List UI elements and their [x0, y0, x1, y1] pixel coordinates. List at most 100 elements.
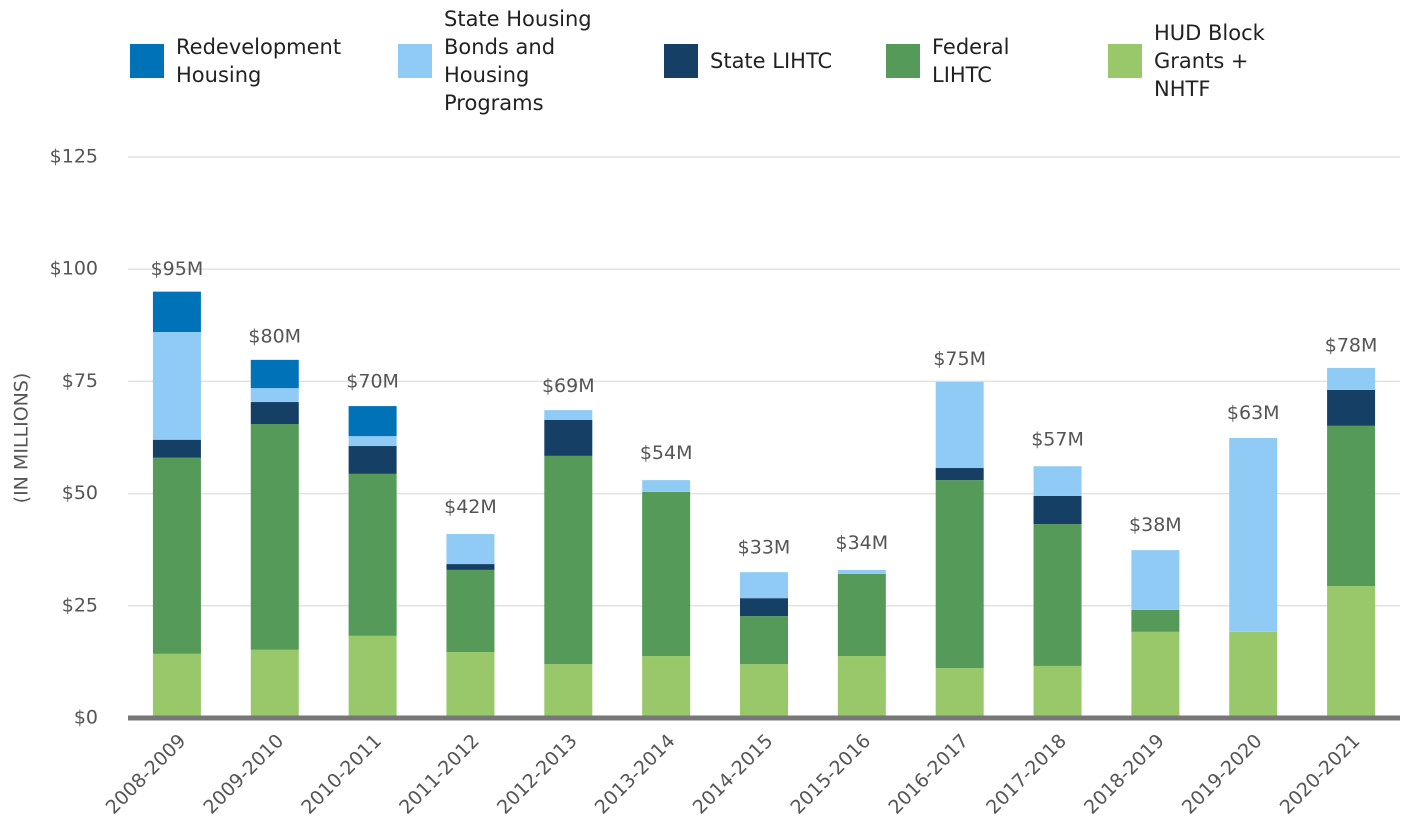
bar-segment [935, 381, 984, 469]
total-label: $54M [640, 442, 693, 464]
legend-item: Redevelopment Housing [130, 33, 376, 89]
total-label: $57M [1031, 429, 1084, 451]
x-tick-label: 2010-2011 [297, 730, 386, 819]
x-tick-label: 2013-2014 [591, 730, 680, 819]
x-tick-label: 2014-2015 [689, 730, 778, 819]
x-tick-label: 2011-2012 [395, 730, 484, 819]
total-label: $75M [933, 348, 986, 370]
bar-segment [446, 652, 495, 718]
y-tick-label: $125 [50, 146, 98, 168]
x-tick-label: 2009-2010 [199, 730, 288, 819]
legend-label: State LIHTC [710, 49, 833, 73]
y-tick-label: $75 [62, 370, 98, 392]
bar-segment [837, 656, 886, 718]
bar-segment [348, 436, 397, 447]
bar-segment [935, 468, 984, 481]
bar-segment [446, 564, 495, 570]
x-tick-label: 2016-2017 [884, 730, 973, 819]
bar-segment [935, 668, 984, 718]
x-tick-label: 2020-2021 [1276, 730, 1365, 819]
total-label: $80M [248, 325, 301, 347]
x-tick-label: 2015-2016 [786, 730, 875, 819]
bar-segment [250, 359, 299, 389]
bar-segment [250, 388, 299, 403]
legend-item: Federal LIHTC [886, 33, 1062, 89]
bar-segment [1229, 437, 1278, 632]
total-label: $42M [444, 496, 497, 518]
bar-segment [152, 653, 201, 718]
x-tick-label: 2019-2020 [1178, 730, 1267, 819]
bar-segment [1033, 665, 1082, 718]
legend-label: Federal LIHTC [932, 35, 1010, 87]
legend-item: State Housing Bonds and Housing Programs [398, 5, 624, 117]
bar-segment [837, 569, 886, 574]
y-tick-label: $0 [74, 707, 98, 729]
total-label: $70M [346, 370, 399, 392]
bar-segment [348, 635, 397, 718]
bar-segment [1033, 466, 1082, 496]
total-label: $38M [1129, 514, 1182, 536]
bar-segment [348, 473, 397, 636]
x-tick-label: 2012-2013 [493, 730, 582, 819]
bar-segment [1033, 495, 1082, 525]
y-tick-label: $50 [62, 482, 98, 504]
bar-segment [250, 649, 299, 718]
legend-swatch [886, 44, 920, 78]
bar-segment [544, 455, 593, 665]
total-label: $33M [738, 536, 791, 558]
bar-segment [544, 664, 593, 718]
bar-segment [1327, 425, 1376, 587]
y-tick-label: $25 [62, 594, 98, 616]
bar-segment [837, 573, 886, 657]
bar-segment [152, 439, 201, 458]
bar-segment [740, 598, 788, 617]
x-tick-label: 2008-2009 [102, 730, 191, 819]
bar-segment [740, 572, 788, 599]
total-label: $78M [1325, 334, 1378, 356]
legend-label: Redevelopment Housing [176, 35, 342, 87]
bar-segment [935, 480, 984, 669]
bar-segment [446, 533, 495, 565]
bar-segment [152, 291, 201, 333]
total-label: $95M [151, 258, 204, 280]
bar-segment [544, 410, 593, 420]
legend-label: State Housing Bonds and Housing Programs [444, 7, 592, 115]
bar-segment [1033, 524, 1082, 666]
total-label: $63M [1227, 402, 1280, 424]
bar-segment [1327, 389, 1376, 426]
bar-segment [544, 419, 593, 456]
bar-segment [1131, 550, 1180, 610]
bar-segment [348, 406, 397, 437]
bar-segment [1327, 367, 1376, 390]
legend-swatch [1108, 44, 1142, 78]
bar-segment [1131, 631, 1180, 718]
legend-swatch [664, 44, 698, 78]
bar-segment [1229, 631, 1278, 718]
bar-segment [740, 616, 788, 665]
y-axis-label: (IN MILLIONS) [11, 373, 33, 504]
bar-segment [642, 491, 691, 657]
legend-item: HUD Block Grants + NHTF [1108, 19, 1304, 103]
x-tick-label: 2018-2019 [1080, 730, 1169, 819]
bar-segment [152, 457, 201, 654]
bar-segment [348, 446, 397, 474]
legend-label: HUD Block Grants + NHTF [1154, 21, 1265, 101]
bar-segment [152, 332, 201, 440]
bar-segment [740, 664, 788, 718]
bar-segment [642, 480, 691, 492]
legend-swatch [130, 44, 164, 78]
legend-item: State LIHTC [664, 44, 860, 78]
bar-segment [446, 569, 495, 653]
y-tick-label: $100 [50, 258, 98, 280]
x-tick-label: 2017-2018 [982, 730, 1071, 819]
total-label: $69M [542, 375, 595, 397]
bar-segment [250, 424, 299, 650]
total-label: $34M [836, 532, 889, 554]
bar-segment [642, 656, 691, 718]
bar-segment [250, 402, 299, 425]
bar-segment [1131, 609, 1180, 632]
bar-segment [1327, 586, 1376, 718]
legend-swatch [398, 44, 432, 78]
